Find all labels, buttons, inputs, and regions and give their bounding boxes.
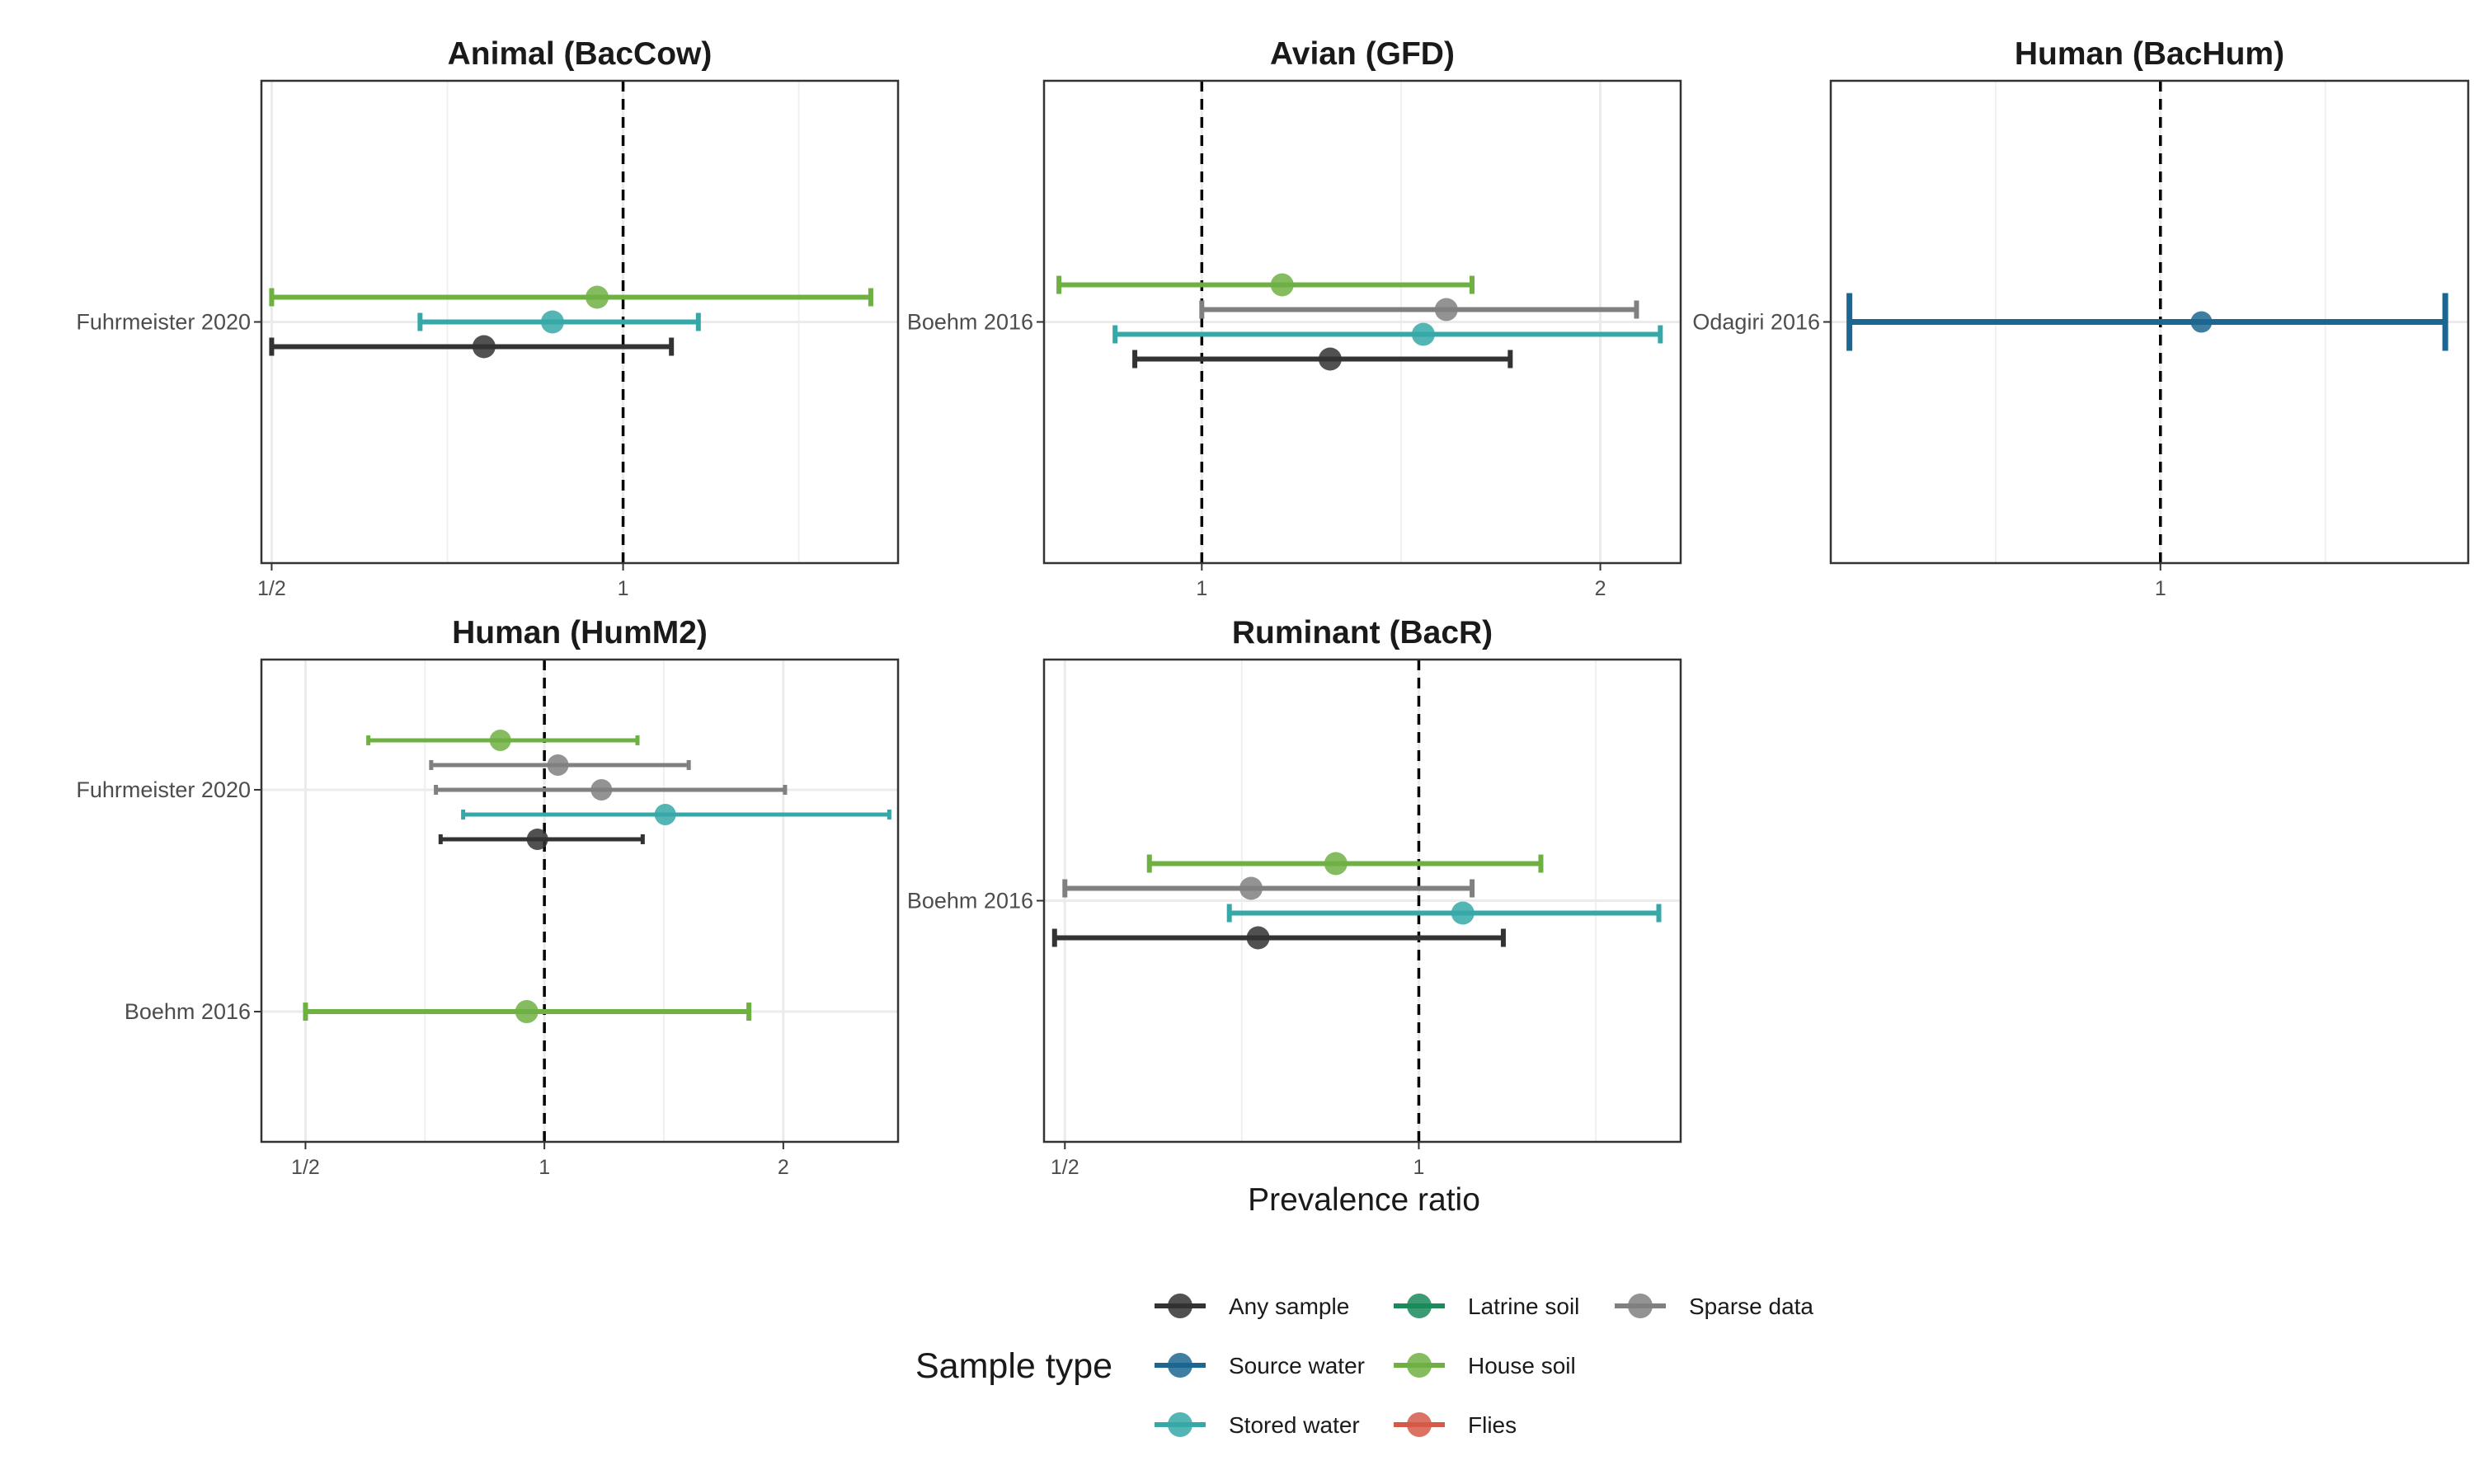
legend-item-latrine-soil: Latrine soil (1394, 1294, 1579, 1319)
estimate-sparse-data (1199, 298, 1639, 322)
x-tick-label: 2 (778, 1156, 789, 1179)
x-tick-label: 1 (1196, 577, 1207, 600)
panels: Fuhrmeister 2020 1/2 1 Animal (BacCow) Boehm… (76, 36, 2470, 1179)
point-estimate (2190, 311, 2213, 333)
estimate-any-sample (1132, 347, 1513, 371)
y-tick-label: Fuhrmeister 2020 (76, 777, 251, 802)
panel-ruminant-bacr: Boehm 2016 1/2 1 Ruminant (BacR) (907, 615, 1682, 1179)
legend-label: Sparse data (1689, 1294, 1813, 1319)
legend-key-point (1168, 1294, 1192, 1318)
panel-border (1042, 79, 1682, 565)
legend-key-point (1628, 1294, 1653, 1318)
legend-item-stored-water: Stored water (1155, 1412, 1360, 1438)
legend: Sample type Any sample Source water Stored… (915, 1294, 1813, 1438)
legend-label: Source water (1229, 1353, 1365, 1378)
point-estimate (1246, 926, 1270, 950)
point-estimate (1318, 347, 1342, 371)
panel-background (261, 660, 898, 1142)
estimate-house-soil (1056, 273, 1475, 297)
legend-label: House soil (1468, 1353, 1576, 1378)
x-tick-label: 1 (539, 1156, 550, 1179)
panel-human-bachum: Odagiri 2016 1 Human (BacHum) (1692, 36, 2470, 600)
legend-label: Latrine soil (1468, 1294, 1579, 1319)
x-axis-title: Prevalence ratio (1248, 1182, 1480, 1218)
panel-border (1042, 658, 1682, 1144)
legend-item-any-sample: Any sample (1155, 1294, 1349, 1319)
x-tick-label: 1 (2155, 577, 2166, 600)
estimate-source-water (1846, 293, 2448, 351)
estimate-house-soil (269, 285, 873, 309)
point-estimate (540, 310, 564, 334)
estimate-house-soil (1146, 852, 1544, 876)
legend-key-point (1407, 1412, 1432, 1437)
y-tick-label: Boehm 2016 (907, 889, 1033, 913)
point-estimate (586, 285, 609, 309)
estimate-sparse-data (434, 778, 788, 801)
point-estimate (472, 335, 496, 359)
panel-border (260, 79, 900, 565)
point-estimate (590, 778, 613, 801)
panel-title: Avian (GFD) (1270, 36, 1455, 72)
x-tick-label: 1 (618, 577, 629, 600)
estimate-sparse-data (1062, 876, 1475, 900)
estimate-sparse-data (429, 754, 691, 776)
estimate-any-sample (1051, 926, 1506, 950)
legend-label: Flies (1468, 1412, 1517, 1438)
x-tick-label: 1/2 (257, 577, 286, 600)
x-tick-label: 2 (1595, 577, 1606, 600)
x-tick-label: 1 (1413, 1156, 1425, 1179)
estimate-stored-water (1112, 322, 1663, 346)
point-estimate (526, 828, 548, 850)
y-tick-label: Odagiri 2016 (1692, 310, 1820, 335)
point-estimate (547, 754, 569, 776)
panel-title: Human (BacHum) (2015, 36, 2284, 72)
legend-title: Sample type (915, 1346, 1112, 1386)
point-estimate (1239, 876, 1263, 900)
y-tick-label: Fuhrmeister 2020 (76, 310, 251, 335)
point-estimate (489, 729, 511, 751)
point-estimate (1434, 298, 1458, 322)
legend-label: Stored water (1229, 1412, 1360, 1438)
panel-animal-baccow: Fuhrmeister 2020 1/2 1 Animal (BacCow) (76, 36, 900, 600)
estimate-house-soil (366, 729, 640, 751)
x-tick-label: 1/2 (1051, 1156, 1079, 1179)
legend-key-point (1168, 1353, 1192, 1378)
point-estimate (1324, 852, 1348, 876)
legend-key-point (1407, 1294, 1432, 1318)
legend-item-flies: Flies (1394, 1412, 1517, 1438)
point-estimate (515, 1000, 539, 1024)
panel-human-humm2: Fuhrmeister 2020 Boehm 2016 1/2 1 2 Human (Hu… (76, 615, 900, 1179)
estimate-house-soil (303, 1000, 752, 1024)
panel-title: Animal (BacCow) (448, 36, 713, 72)
panel-title: Ruminant (BacR) (1232, 615, 1493, 650)
estimate-any-sample (269, 335, 675, 359)
legend-item-source-water: Source water (1155, 1353, 1365, 1378)
panel-border (260, 658, 900, 1144)
estimate-stored-water (1226, 901, 1662, 925)
estimate-stored-water (461, 803, 891, 825)
point-estimate (654, 803, 676, 825)
legend-key-point (1407, 1353, 1432, 1378)
point-estimate (1451, 901, 1475, 925)
panel-title: Human (HumM2) (452, 615, 708, 650)
legend-item-sparse-data: Sparse data (1615, 1294, 1813, 1319)
estimate-any-sample (438, 828, 645, 850)
legend-item-house-soil: House soil (1394, 1353, 1576, 1378)
panel-avian-gfd: Boehm 2016 1 2 Avian (GFD) (907, 36, 1682, 600)
legend-label: Any sample (1229, 1294, 1349, 1319)
x-tick-label: 1/2 (291, 1156, 320, 1179)
point-estimate (1270, 273, 1294, 297)
legend-key-point (1168, 1412, 1192, 1437)
panel-border (1829, 79, 2470, 565)
point-estimate (1411, 322, 1435, 346)
estimate-stored-water (417, 310, 701, 334)
y-tick-label: Boehm 2016 (125, 999, 251, 1024)
y-tick-label: Boehm 2016 (907, 310, 1033, 335)
